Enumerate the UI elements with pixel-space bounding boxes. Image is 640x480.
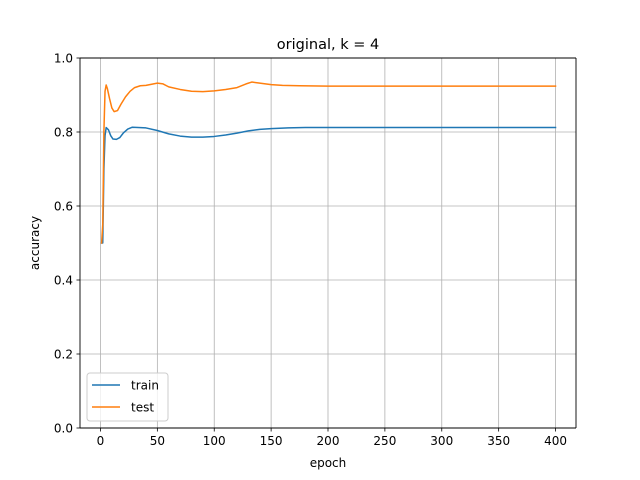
y-tick-label: 0.0 [54,421,73,435]
x-tick-label: 350 [487,434,510,448]
y-tick-label: 0.6 [54,199,73,213]
x-tick-label: 150 [260,434,283,448]
legend-label-test: test [131,401,154,415]
x-tick-label: 100 [203,434,226,448]
axis-ticks: 0 50 100 150 200 250 300 350 400 0.0 0.2 0.4 0.6 0.8 1… [54,51,567,448]
y-tick-label: 1.0 [54,51,73,65]
series-lines [100,81,557,244]
x-tick-label: 0 [97,434,105,448]
series-line-test [100,81,557,244]
x-tick-label: 200 [317,434,340,448]
y-tick-label: 0.4 [54,273,73,287]
y-tick-label: 0.8 [54,125,73,139]
x-tick-label: 300 [430,434,453,448]
chart-title: original, k = 4 [277,37,379,53]
x-axis-label: epoch [310,456,347,470]
y-axis-label: accuracy [28,216,42,270]
y-tick-label: 0.2 [54,347,73,361]
series-line-train [100,126,557,244]
x-tick-label: 50 [150,434,165,448]
legend: train test [86,372,169,422]
x-tick-label: 400 [544,434,567,448]
grid-lines [80,57,576,429]
legend-label-train: train [131,379,159,393]
x-tick-label: 250 [373,434,396,448]
